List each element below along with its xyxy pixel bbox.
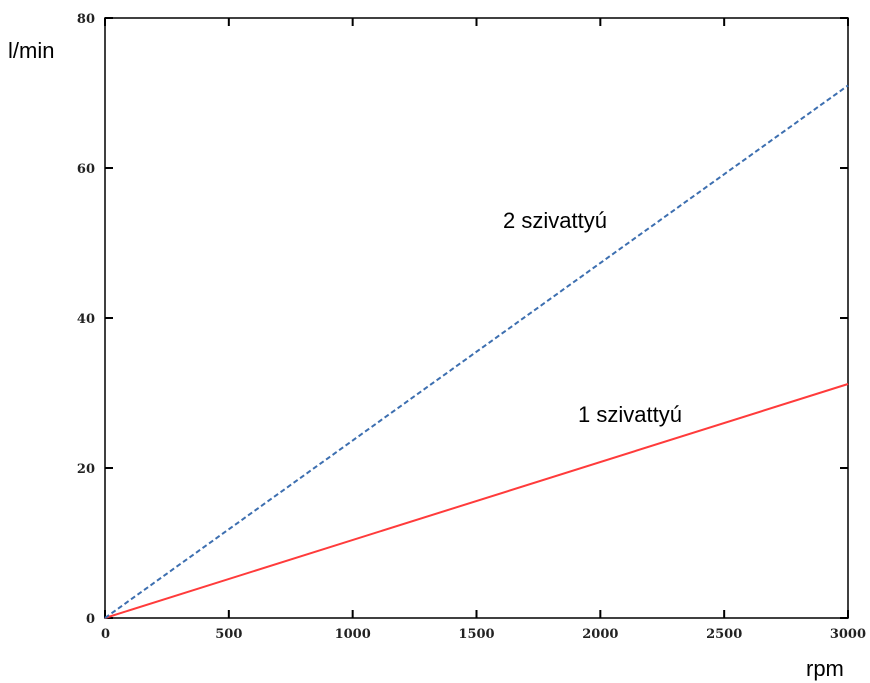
series-label: 1 szivattyú (578, 402, 682, 427)
series-1-szivattyu-line (104, 383, 849, 619)
x-tick-label: 2000 (582, 627, 618, 642)
x-tick-label: 1000 (335, 627, 371, 642)
y-tick-label: 0 (86, 612, 95, 627)
x-tick-label: 3000 (830, 627, 866, 642)
x-tick-label: 2500 (706, 627, 742, 642)
x-axis-label: rpm (806, 656, 844, 681)
labels: 1 szivattyú 2 szivattyú l/min rpm (8, 38, 844, 681)
plot-frame (104, 17, 849, 619)
y-tick-label: 80 (77, 12, 95, 27)
y-tick-label: 60 (77, 162, 95, 177)
x-tick-label: 500 (215, 627, 242, 642)
series (104, 84, 849, 619)
x-tick-label: 0 (101, 627, 110, 642)
x-tick-label: 1500 (458, 627, 494, 642)
y-tick-label: 20 (77, 462, 95, 477)
series-2-szivattyu-line (104, 84, 849, 619)
y-axis-label: l/min (8, 38, 54, 63)
ticks: 0 500 1000 1500 2000 2500 3000 0 20 40 60 80 (77, 12, 866, 642)
series-label: 2 szivattyú (503, 208, 607, 233)
y-tick-label: 40 (77, 312, 95, 327)
